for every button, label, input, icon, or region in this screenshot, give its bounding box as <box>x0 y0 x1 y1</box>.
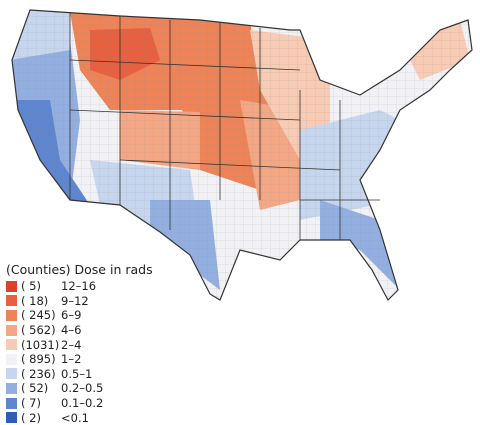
us-outline <box>11 9 473 301</box>
legend-swatch <box>6 280 17 292</box>
legend-count: (1031) <box>21 337 60 352</box>
legend-range: 1–2 <box>61 352 82 367</box>
legend-rows: ( 5) 12–16 ( 18) 9–12 ( 245) 6–9 ( 562) 4–6 (103… <box>6 279 206 425</box>
legend-swatch <box>6 324 17 336</box>
legend-range: 2–4 <box>61 337 82 352</box>
legend-item: ( 895) 1–2 <box>6 352 206 367</box>
legend-item: ( 2) <0.1 <box>6 410 206 425</box>
legend-range: 4–6 <box>61 323 82 338</box>
legend-swatch <box>6 368 17 380</box>
legend-count: ( 2) <box>21 410 41 425</box>
legend-swatch <box>6 397 17 409</box>
legend-item: ( 236) 0.5–1 <box>6 367 206 382</box>
legend-swatch <box>6 382 17 394</box>
legend-count: ( 562) <box>21 323 56 338</box>
legend-range: <0.1 <box>61 410 89 425</box>
legend-range: 9–12 <box>61 293 89 308</box>
legend-item: ( 7) 0.1–0.2 <box>6 396 206 411</box>
legend-range: 6–9 <box>61 308 82 323</box>
legend-title: (Counties) Dose in rads <box>6 262 153 277</box>
legend-count: ( 895) <box>21 352 56 367</box>
state-boundaries <box>69 12 380 240</box>
legend-range: 12–16 <box>61 279 97 294</box>
legend-count: ( 5) <box>21 279 41 294</box>
legend-count: ( 52) <box>21 381 49 396</box>
legend-range: 0.1–0.2 <box>61 396 104 411</box>
legend-item: ( 18) 9–12 <box>6 294 206 309</box>
legend-count: ( 236) <box>21 366 56 381</box>
legend-swatch <box>6 339 17 351</box>
legend-item: ( 245) 6–9 <box>6 308 206 323</box>
legend-item: ( 52) 0.2–0.5 <box>6 381 206 396</box>
map-legend: (Counties) Dose in rads ( 5) 12–16 ( 18) 9–… <box>6 262 206 425</box>
legend-swatch <box>6 353 17 365</box>
legend-item: ( 562) 4–6 <box>6 323 206 338</box>
legend-count: ( 7) <box>21 396 41 411</box>
legend-range: 0.5–1 <box>61 366 93 381</box>
legend-item: ( 5) 12–16 <box>6 279 206 294</box>
legend-swatch <box>6 295 17 307</box>
legend-count: ( 18) <box>21 293 49 308</box>
legend-range: 0.2–0.5 <box>61 381 104 396</box>
legend-count: ( 245) <box>21 308 56 323</box>
legend-swatch <box>6 412 17 424</box>
legend-swatch <box>6 309 17 321</box>
legend-item: (1031) 2–4 <box>6 337 206 352</box>
